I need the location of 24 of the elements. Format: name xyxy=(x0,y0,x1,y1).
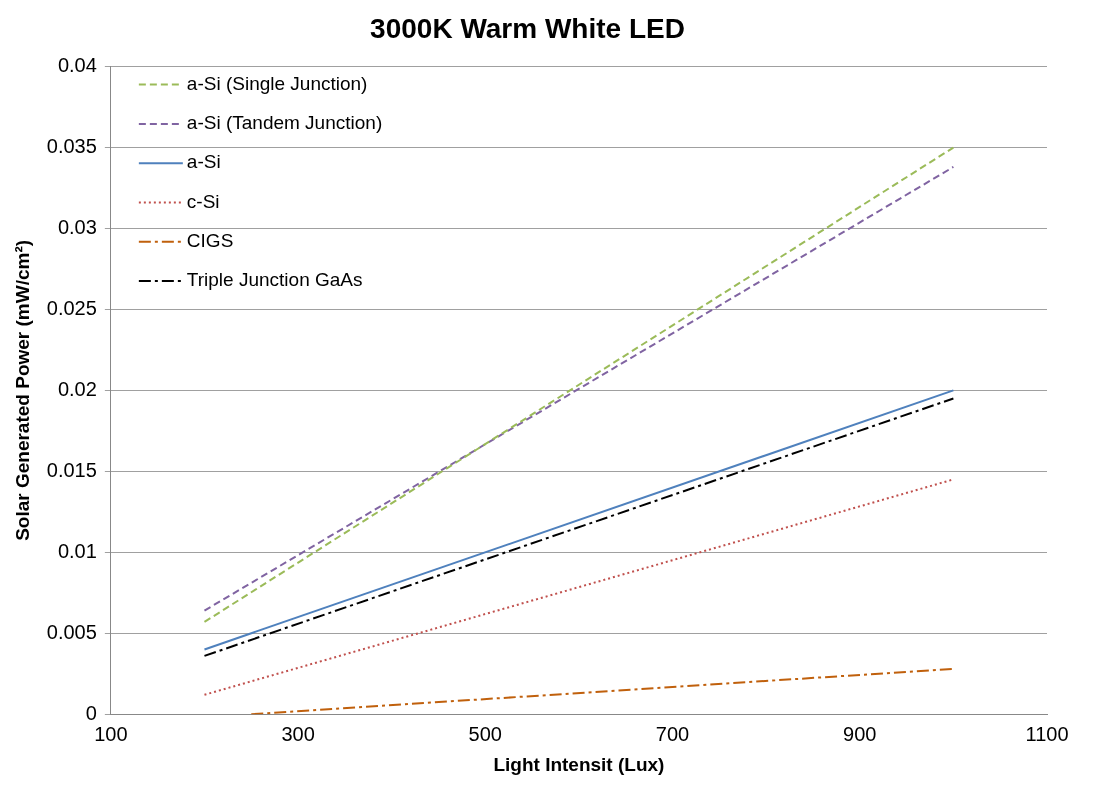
legend-label: CIGS xyxy=(186,230,234,252)
legend-label: a-Si (Single Junction) xyxy=(186,72,368,94)
y-tick-label: 0.03 xyxy=(57,216,97,239)
x-axis-title: Light Intensit (Lux) xyxy=(493,753,665,775)
legend-label: a-Si xyxy=(186,151,221,173)
y-tick-label: 0.01 xyxy=(57,539,97,562)
y-axis-title: Solar Generated Power (mW/cm²) xyxy=(11,239,33,541)
x-tick-label: 700 xyxy=(655,722,690,745)
y-tick-label: 0.02 xyxy=(57,377,97,400)
y-tick-label: 0 xyxy=(85,701,97,724)
chart-title: 3000K Warm White LED xyxy=(370,12,685,44)
y-tick-label: 0.025 xyxy=(46,296,97,319)
x-tick-label: 100 xyxy=(94,722,128,745)
y-tick-label: 0.04 xyxy=(57,54,97,77)
x-tick-label: 1100 xyxy=(1025,722,1069,745)
legend-label: Triple Junction GaAs xyxy=(186,269,363,291)
legend-label: c-Si xyxy=(186,190,220,212)
x-tick-label: 300 xyxy=(281,722,315,745)
y-tick-label: 0.005 xyxy=(46,620,97,643)
legend-label: a-Si (Tandem Junction) xyxy=(186,112,383,134)
y-tick-label: 0.035 xyxy=(46,135,97,158)
y-tick-label: 0.015 xyxy=(46,458,97,481)
x-tick-label: 500 xyxy=(468,722,502,745)
x-tick-label: 900 xyxy=(843,722,877,745)
